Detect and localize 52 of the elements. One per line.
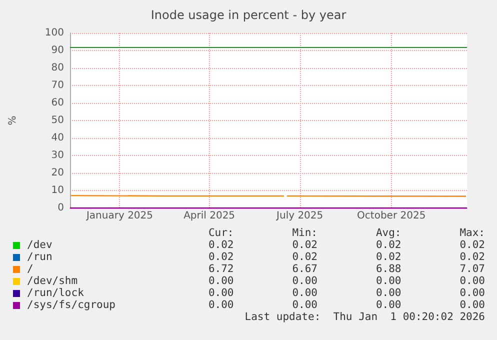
text: 0.00 xyxy=(207,287,234,299)
legend-label: /sys/fs/cgroup xyxy=(26,299,117,311)
y-tick-label: 60 xyxy=(51,98,64,108)
text: 6.67 xyxy=(291,263,318,275)
text: Cur: xyxy=(207,227,234,239)
y-tick-label: 0 xyxy=(58,202,64,214)
text: 0.00 xyxy=(291,275,318,287)
text: 0.00 xyxy=(291,299,318,311)
y-tick-label: 30 xyxy=(51,150,64,161)
text: 0.00 xyxy=(374,275,402,287)
x-tick-label: July 2025 xyxy=(276,210,324,222)
text: 0.00 xyxy=(374,287,402,299)
text: 0.02 xyxy=(291,239,318,251)
text: 0.02 xyxy=(207,239,234,251)
y-tick-label: 50 xyxy=(51,115,64,126)
y-tick-label: 10 xyxy=(51,185,64,196)
text: 0.00 xyxy=(458,299,485,311)
text: 6.88 xyxy=(374,263,402,275)
x-tick-label: January 2025 xyxy=(85,210,154,222)
legend-label: /run xyxy=(26,251,54,263)
text: 0.02 xyxy=(207,251,234,263)
y-tick-label: 20 xyxy=(51,168,64,178)
y-tick-label: 100 xyxy=(44,28,64,38)
text: 7.07 xyxy=(458,263,485,275)
legend-label: / xyxy=(26,263,34,275)
y-axis-title: % xyxy=(8,116,18,126)
legend-label: /run/lock xyxy=(26,287,85,299)
x-tick-label: October 2025 xyxy=(357,210,426,222)
chart-title: Inode usage in percent - by year xyxy=(150,8,346,22)
text: 0.00 xyxy=(458,275,485,287)
text: 0.00 xyxy=(458,287,485,299)
legend-label: /dev/shm xyxy=(26,275,79,287)
text: 0.02 xyxy=(374,251,402,263)
text: Avg: xyxy=(374,227,402,239)
text: Min: xyxy=(291,227,318,239)
text: 0.00 xyxy=(207,275,234,287)
text: 0.02 xyxy=(458,251,485,263)
legend-label: /dev xyxy=(26,239,54,251)
text: 0.00 xyxy=(291,287,318,299)
text: 0.02 xyxy=(374,239,402,251)
text: 0.00 xyxy=(207,299,234,311)
text: 0.02 xyxy=(291,251,318,263)
y-tick-label: 80 xyxy=(51,62,64,74)
y-tick-label: 70 xyxy=(51,80,64,91)
y-tick-label: 90 xyxy=(51,45,64,56)
text: 6.72 xyxy=(207,263,234,275)
text: Last update: Thu Jan 1 00:20:02 2026 xyxy=(244,311,485,323)
y-tick-label: 40 xyxy=(51,132,64,144)
text: 0.00 xyxy=(374,299,402,311)
text: 0.02 xyxy=(458,239,485,251)
x-tick-label: April 2025 xyxy=(184,210,236,222)
text: Max: xyxy=(458,227,485,239)
